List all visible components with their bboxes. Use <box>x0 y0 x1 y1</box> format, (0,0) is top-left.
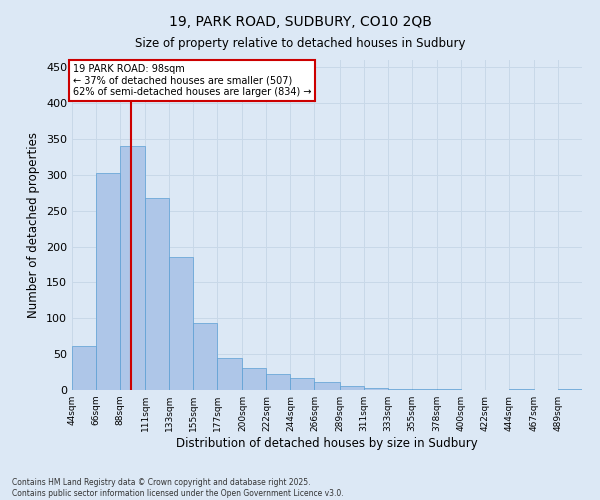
Text: Size of property relative to detached houses in Sudbury: Size of property relative to detached ho… <box>135 38 465 51</box>
Bar <box>72 346 96 390</box>
Bar <box>290 378 314 390</box>
Bar <box>169 258 193 390</box>
Bar <box>96 174 120 390</box>
Bar <box>217 358 242 390</box>
Bar <box>314 382 340 390</box>
Text: 19 PARK ROAD: 98sqm
← 37% of detached houses are smaller (507)
62% of semi-detac: 19 PARK ROAD: 98sqm ← 37% of detached ho… <box>73 64 311 97</box>
Y-axis label: Number of detached properties: Number of detached properties <box>28 132 40 318</box>
Bar <box>120 146 145 390</box>
Bar <box>364 388 388 390</box>
Text: Contains HM Land Registry data © Crown copyright and database right 2025.
Contai: Contains HM Land Registry data © Crown c… <box>12 478 344 498</box>
Bar <box>266 374 290 390</box>
Bar <box>193 324 217 390</box>
Bar <box>412 388 437 390</box>
Bar <box>242 368 266 390</box>
Text: 19, PARK ROAD, SUDBURY, CO10 2QB: 19, PARK ROAD, SUDBURY, CO10 2QB <box>169 15 431 29</box>
Bar <box>145 198 169 390</box>
Bar <box>340 386 364 390</box>
X-axis label: Distribution of detached houses by size in Sudbury: Distribution of detached houses by size … <box>176 437 478 450</box>
Bar <box>388 388 412 390</box>
